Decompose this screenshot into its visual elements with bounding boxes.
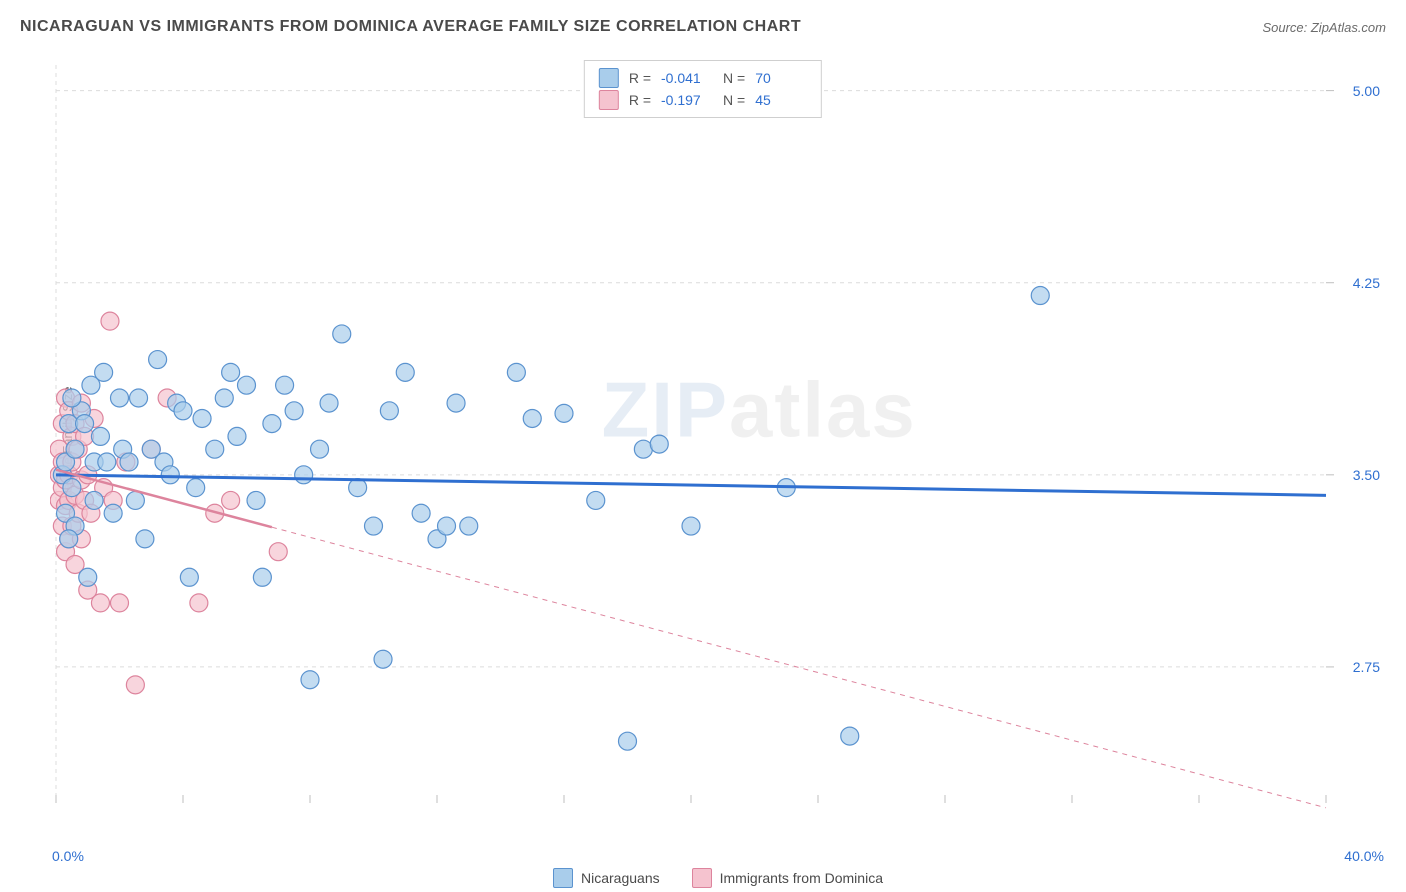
y-tick-label: 5.00 <box>1353 83 1380 99</box>
scatter-chart <box>50 55 1386 835</box>
stats-r-value-0: -0.041 <box>661 70 713 86</box>
legend-swatch-1 <box>692 868 712 888</box>
stats-swatch-0 <box>599 68 619 88</box>
chart-legend: Nicaraguans Immigrants from Dominica <box>50 868 1386 888</box>
legend-swatch-0 <box>553 868 573 888</box>
stats-row-series-0: R = -0.041 N = 70 <box>599 67 807 89</box>
chart-title: NICARAGUAN VS IMMIGRANTS FROM DOMINICA A… <box>20 18 801 36</box>
source-name: ZipAtlas.com <box>1311 20 1386 35</box>
legend-item-0: Nicaraguans <box>553 868 660 888</box>
stats-n-label-0: N = <box>723 70 745 86</box>
source-attribution: Source: ZipAtlas.com <box>1262 20 1386 35</box>
legend-label-0: Nicaraguans <box>581 870 660 886</box>
stats-r-label-0: R = <box>629 70 651 86</box>
stats-n-value-1: 45 <box>755 92 807 108</box>
legend-item-1: Immigrants from Dominica <box>692 868 883 888</box>
stats-r-value-1: -0.197 <box>661 92 713 108</box>
y-tick-label: 2.75 <box>1353 659 1380 675</box>
chart-header: NICARAGUAN VS IMMIGRANTS FROM DOMINICA A… <box>20 18 1386 36</box>
stats-row-series-1: R = -0.197 N = 45 <box>599 89 807 111</box>
stats-n-value-0: 70 <box>755 70 807 86</box>
source-prefix: Source: <box>1262 20 1310 35</box>
stats-r-label-1: R = <box>629 92 651 108</box>
x-axis-max-label: 40.0% <box>1344 848 1384 864</box>
x-axis-min-label: 0.0% <box>52 848 84 864</box>
chart-area <box>50 55 1386 835</box>
correlation-stats-box: R = -0.041 N = 70 R = -0.197 N = 45 <box>584 60 822 118</box>
stats-swatch-1 <box>599 90 619 110</box>
stats-n-label-1: N = <box>723 92 745 108</box>
y-tick-label: 3.50 <box>1353 467 1380 483</box>
y-tick-label: 4.25 <box>1353 275 1380 291</box>
legend-label-1: Immigrants from Dominica <box>720 870 883 886</box>
